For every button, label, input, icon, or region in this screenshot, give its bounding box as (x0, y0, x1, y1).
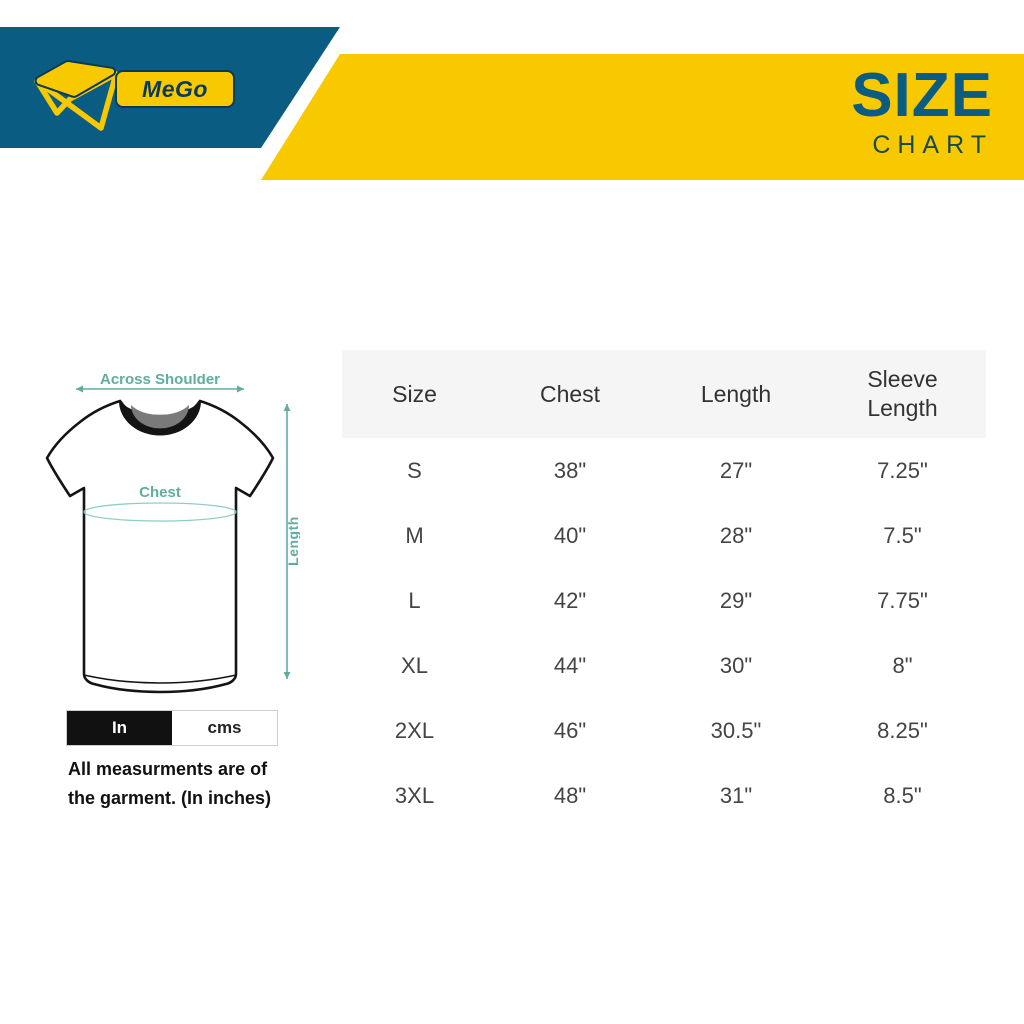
svg-text:Length: Length (285, 516, 300, 566)
svg-text:Chest: Chest (139, 484, 181, 501)
svg-text:Across Shoulder: Across Shoulder (100, 374, 220, 388)
